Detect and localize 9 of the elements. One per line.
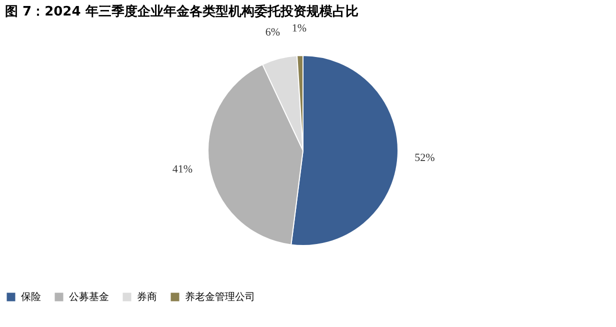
data-label: 6% bbox=[265, 26, 280, 38]
legend-label: 保险 bbox=[21, 291, 41, 303]
data-label: 41% bbox=[172, 164, 193, 176]
data-label: 1% bbox=[292, 22, 307, 35]
data-label: 52% bbox=[414, 152, 435, 164]
legend-label: 公募基金 bbox=[69, 291, 109, 303]
legend-label: 养老金管理公司 bbox=[185, 291, 255, 303]
chart-title: 图 7：2024 年三季度企业年金各类型机构委托投资规模占比 bbox=[5, 4, 358, 20]
legend-label: 券商 bbox=[137, 291, 157, 303]
